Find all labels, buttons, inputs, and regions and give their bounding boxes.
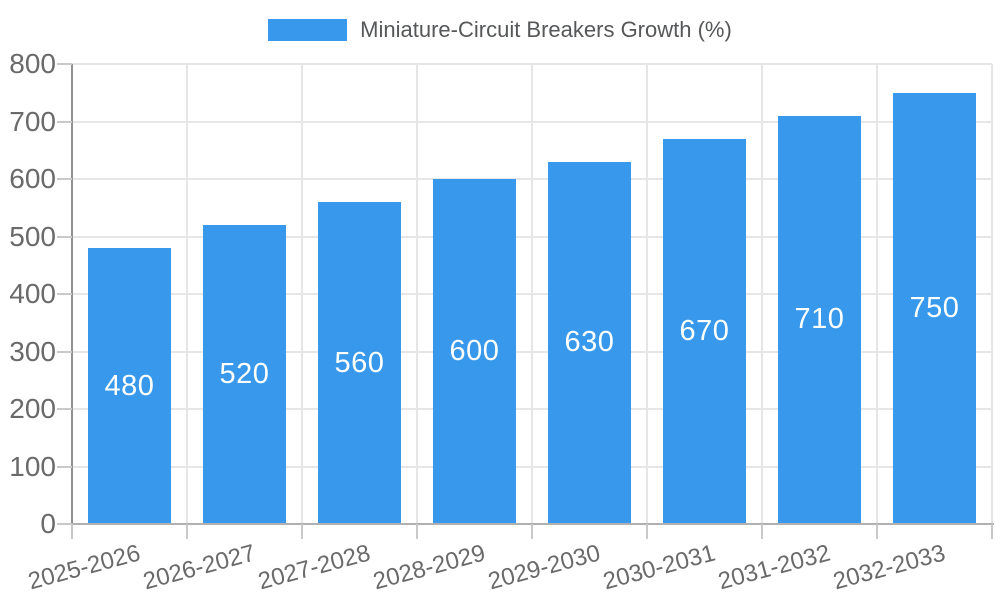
- y-tick-mark: [57, 120, 72, 123]
- x-tick-label: 2028-2029: [370, 539, 488, 596]
- y-tick-mark: [57, 408, 72, 410]
- x-tick-mark: [416, 524, 418, 539]
- bar-value-label: 520: [219, 358, 270, 390]
- bar[interactable]: 480: [88, 248, 171, 524]
- y-tick-label: 300: [9, 335, 56, 367]
- x-tick-mark: [71, 524, 73, 539]
- bar[interactable]: 710: [778, 115, 861, 524]
- x-tick-label: 2026-2027: [140, 539, 258, 596]
- bar-value-label: 480: [104, 369, 155, 402]
- x-tick-label: 2032-2033: [830, 539, 948, 596]
- x-tick-label: 2025-2026: [25, 539, 143, 596]
- gridline-vertical: [416, 64, 418, 524]
- legend-swatch: [268, 19, 348, 41]
- y-tick-label: 0: [40, 508, 56, 539]
- legend-label: Miniature-Circuit Breakers Growth (%): [360, 17, 732, 42]
- gridline-vertical: [761, 64, 763, 524]
- y-tick-mark: [57, 293, 72, 295]
- bar-value-label: 630: [564, 326, 615, 359]
- bar-value-label: 560: [334, 346, 385, 379]
- bar[interactable]: 630: [548, 161, 631, 524]
- x-tick-label: 2030-2031: [600, 539, 718, 596]
- bar-value-label: 710: [794, 303, 845, 336]
- x-tick-label: 2031-2032: [715, 539, 833, 596]
- y-axis-line: [71, 64, 73, 524]
- x-tick-mark: [186, 524, 188, 539]
- x-tick-label: 2027-2028: [255, 539, 373, 596]
- y-tick-label: 700: [9, 105, 56, 137]
- plot-area: 480 520 560 600 630 670 710 750: [72, 63, 993, 524]
- bar[interactable]: 600: [433, 179, 516, 524]
- y-tick-label: 400: [9, 278, 56, 309]
- gridline-vertical: [531, 64, 533, 524]
- x-tick-mark: [876, 524, 878, 539]
- bar-value-label: 750: [909, 291, 960, 324]
- y-tick-label: 600: [9, 163, 56, 194]
- y-tick-label: 800: [9, 48, 56, 79]
- x-tick-mark: [531, 524, 533, 539]
- gridline-vertical: [646, 64, 648, 524]
- y-tick-mark: [57, 465, 72, 468]
- x-tick-mark: [301, 524, 303, 539]
- y-tick-label: 500: [9, 220, 56, 252]
- x-tick-label: 2029-2030: [485, 539, 603, 596]
- bar[interactable]: 560: [318, 202, 401, 524]
- gridline-vertical: [991, 64, 993, 524]
- y-tick-mark: [57, 235, 72, 238]
- bar[interactable]: 750: [893, 92, 976, 524]
- bar-value-label: 670: [679, 314, 730, 347]
- bar[interactable]: 520: [203, 225, 286, 524]
- y-tick-mark: [57, 350, 72, 353]
- y-tick-mark: [57, 523, 72, 525]
- gridline-vertical: [186, 64, 188, 524]
- x-tick-mark: [646, 524, 648, 539]
- x-tick-mark: [991, 524, 993, 539]
- gridline-vertical: [876, 64, 878, 524]
- chart-legend[interactable]: Miniature-Circuit Breakers Growth (%): [0, 17, 1000, 43]
- bar[interactable]: 670: [663, 138, 746, 524]
- x-tick-mark: [761, 524, 763, 539]
- gridline-vertical: [301, 64, 303, 524]
- y-tick-mark: [57, 178, 72, 180]
- y-tick-label: 100: [9, 450, 56, 482]
- y-tick-mark: [57, 63, 72, 65]
- y-tick-label: 200: [9, 393, 56, 424]
- bar-value-label: 600: [449, 335, 500, 367]
